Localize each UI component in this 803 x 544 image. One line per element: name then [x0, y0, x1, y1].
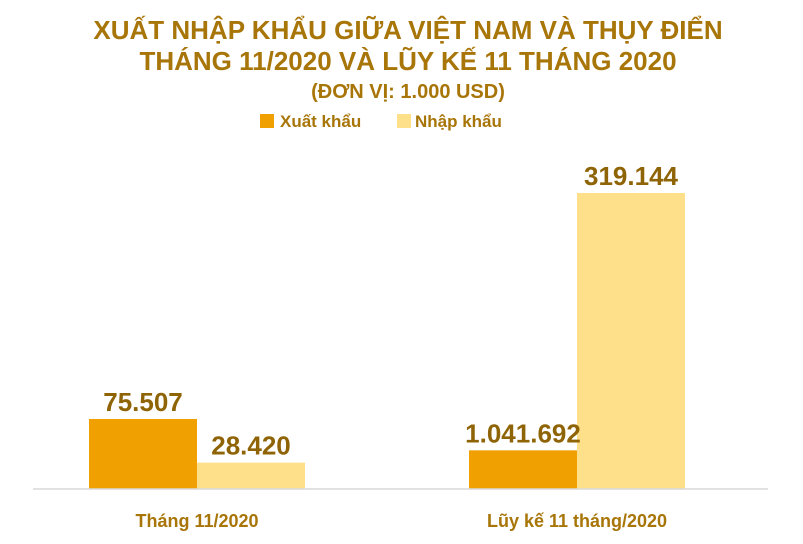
legend-swatch-nhap-khau: [397, 114, 411, 128]
chart-title: XUẤT NHẬP KHẨU GIỮA VIỆT NAM VÀ THỤY ĐIỂ…: [93, 15, 722, 45]
legend-label-xuat-khau: Xuất khẩu: [280, 112, 361, 131]
bars: [89, 193, 685, 489]
legend-label-nhap-khau: Nhập khẩu: [415, 112, 502, 131]
data-label-nhap-khau-luy-ke: 319.144: [584, 161, 679, 191]
data-label-xuat-khau-luy-ke: 1.041.692: [465, 418, 581, 448]
category-label-luy-ke: Lũy kế 11 tháng/2020: [487, 511, 667, 531]
data-label-xuat-khau-thang-11: 75.507: [103, 387, 183, 417]
chart-unit: (ĐƠN VỊ: 1.000 USD): [311, 81, 505, 103]
bar-xuat-khau-thang-11: [89, 418, 197, 489]
legend-swatch-xuat-khau: [260, 114, 274, 128]
legend: Xuất khẩu Nhập khẩu: [260, 112, 502, 131]
bar-xuat-khau-luy-ke: [469, 450, 577, 489]
bar-nhap-khau-luy-ke: [577, 193, 685, 489]
bar-nhap-khau-thang-11: [197, 462, 305, 489]
value-labels: 75.507 28.420 1.041.692 319.144: [103, 161, 678, 461]
data-label-nhap-khau-thang-11: 28.420: [211, 431, 291, 461]
category-label-thang-11: Tháng 11/2020: [135, 511, 258, 531]
chart-subtitle: THÁNG 11/2020 VÀ LŨY KẾ 11 THÁNG 2020: [139, 46, 676, 76]
